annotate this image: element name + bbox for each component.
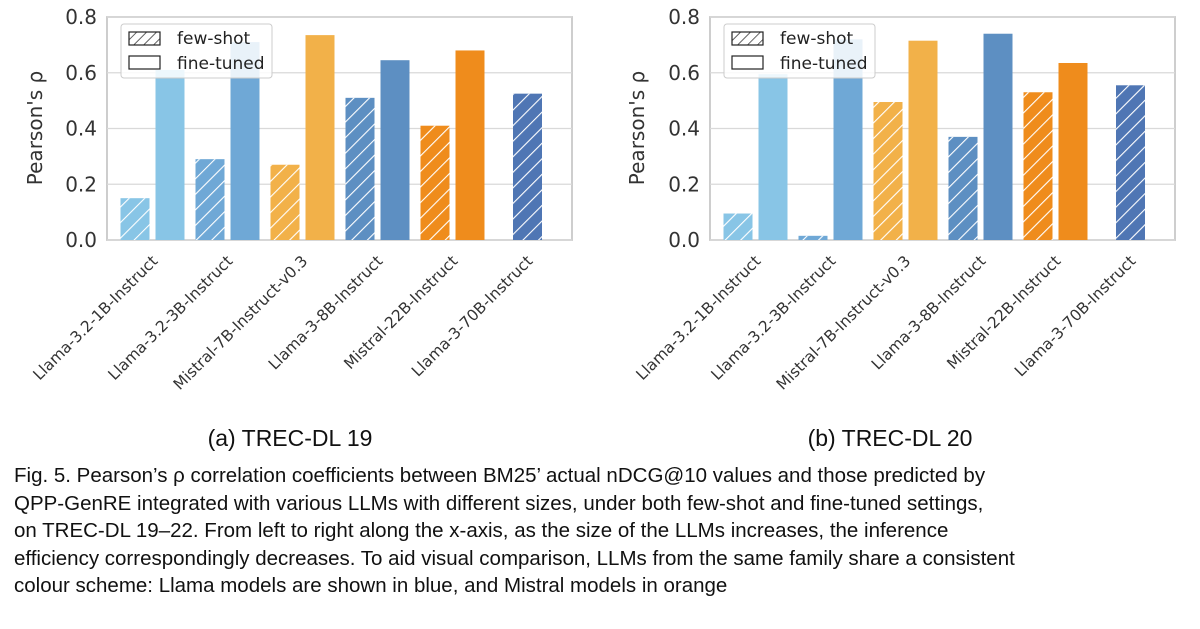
bar-fine-tuned [1058,62,1088,241]
x-tick-label: Mistral-7B-Instruct-v0.3 [773,252,914,393]
bar-few-shot-hatch [270,164,300,240]
caption-line: Fig. 5. Pearson’s ρ correlation coeffici… [14,464,986,487]
caption-line: efficiency correspondingly decreases. To… [14,546,1015,570]
figure-caption: Fig. 5. Pearson’s ρ correlation coeffici… [14,462,1194,600]
figure: 0.00.20.40.60.8 Llama-3.2-1B-InstructLla… [23,5,1176,451]
legend-label-fine-tuned: fine-tuned [780,54,868,74]
chart-panel-a: 0.00.20.40.60.8 Llama-3.2-1B-InstructLla… [23,5,573,451]
y-tick-label: 0.4 [668,117,700,141]
bar-few-shot-hatch [420,125,450,240]
bar-few-shot-hatch [120,198,150,240]
legend-swatch-fine-tuned [128,55,161,70]
bar-few-shot-hatch [948,136,978,240]
y-tick-label: 0.6 [668,61,700,85]
bar-few-shot-hatch [345,97,375,241]
y-tick-label: 0.0 [65,228,97,252]
x-tick-label: Llama-3.2-1B-Instruct [30,252,162,384]
legend-label-fine-tuned: fine-tuned [177,54,265,74]
subcaption-b: (b) TREC-DL 20 [808,425,973,451]
y-tick-label: 0.6 [65,61,97,85]
legend: few-shot fine-tuned [723,23,876,79]
bar-fine-tuned [983,33,1013,240]
bar-fine-tuned [455,50,485,241]
y-tick-label: 0.0 [668,228,700,252]
bar-few-shot-hatch [798,235,828,240]
bar-few-shot-hatch [1023,92,1053,240]
bar-fine-tuned [305,35,335,241]
caption-line: on TREC-DL 19–22. From left to right alo… [14,519,949,542]
x-tick-label: Mistral-7B-Instruct-v0.3 [170,252,311,393]
x-tick-label: Llama-3.2-3B-Instruct [708,252,840,384]
x-tick-labels: Llama-3.2-1B-InstructLlama-3.2-3B-Instru… [633,252,1140,393]
y-tick-label: 0.8 [65,5,97,29]
x-tick-label: Llama-3.2-1B-Instruct [633,252,765,384]
legend: few-shot fine-tuned [120,23,273,79]
y-tick-label: 0.4 [65,117,97,141]
legend-swatch-few-shot [731,31,764,46]
x-tick-label: Llama-3.2-3B-Instruct [105,252,237,384]
x-tick-labels: Llama-3.2-1B-InstructLlama-3.2-3B-Instru… [30,252,537,393]
chart-panel-b: 0.00.20.40.60.8 Llama-3.2-1B-InstructLla… [625,5,1176,451]
bar-few-shot-hatch [513,93,542,240]
legend-swatch-fine-tuned [731,55,764,70]
legend-swatch-few-shot [128,31,161,46]
bar-few-shot-hatch [195,159,225,240]
y-axis-label: Pearson's ρ [625,71,649,185]
bar-fine-tuned [155,69,185,241]
subcaption-a: (a) TREC-DL 19 [208,425,373,451]
y-axis-label: Pearson's ρ [23,71,47,185]
bar-fine-tuned [758,74,788,240]
x-tick-label: Llama-3-70B-Instruct [408,252,536,380]
bar-few-shot-hatch [873,102,903,240]
bars [120,35,542,241]
x-tick-label: Llama-3-70B-Instruct [1011,252,1139,380]
y-tick-label: 0.2 [668,172,700,196]
caption-line: QPP-GenRE integrated with various LLMs w… [14,491,984,515]
bar-fine-tuned [380,60,410,240]
y-tick-label: 0.2 [65,172,97,196]
bar-few-shot-hatch [723,213,753,240]
bar-few-shot-hatch [1116,85,1145,240]
bar-fine-tuned [908,40,938,240]
legend-label-few-shot: few-shot [177,29,251,49]
legend-label-few-shot: few-shot [780,29,854,49]
y-tick-labels: 0.0 0.2 0.4 0.6 0.8 [668,5,700,252]
y-tick-label: 0.8 [668,5,700,29]
y-tick-labels: 0.0 0.2 0.4 0.6 0.8 [65,5,97,252]
caption-line: colour scheme: Llama models are shown in… [14,574,728,597]
